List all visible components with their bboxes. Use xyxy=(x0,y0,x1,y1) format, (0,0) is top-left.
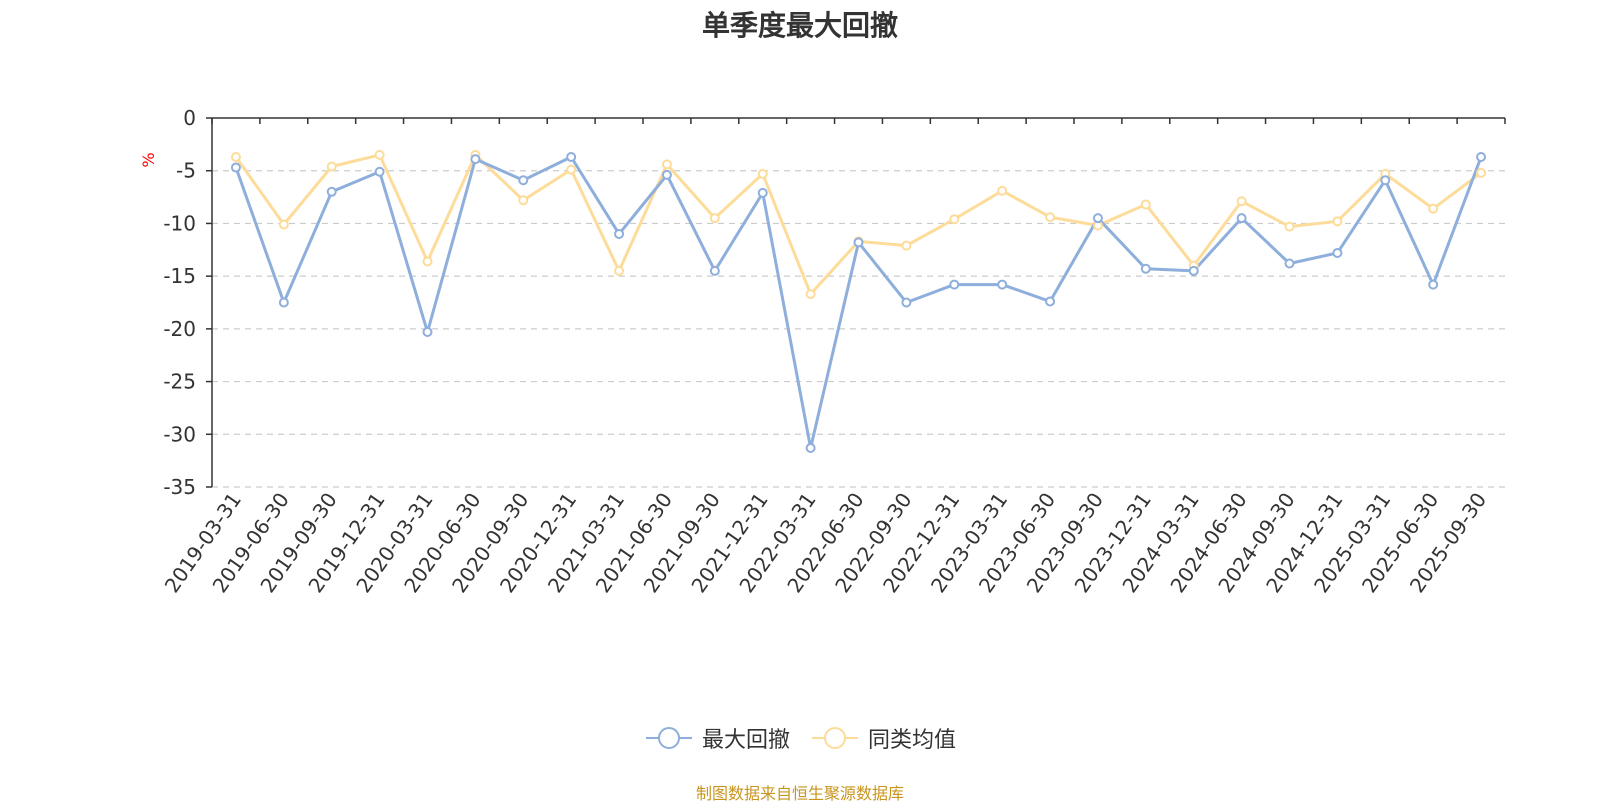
data-point xyxy=(661,159,672,170)
legend-item[interactable]: 最大回撤 xyxy=(644,722,790,754)
y-tick-label: -5 xyxy=(176,159,196,183)
data-point xyxy=(1380,175,1391,186)
data-point xyxy=(518,195,529,206)
source-note: 制图数据来自恒生聚源数据库 xyxy=(695,784,904,803)
legend-circle xyxy=(824,727,846,749)
data-point xyxy=(949,279,960,290)
data-point xyxy=(997,279,1008,290)
data-point xyxy=(1188,265,1199,276)
data-point xyxy=(614,228,625,239)
data-point xyxy=(1045,212,1056,223)
series-line xyxy=(234,155,1483,450)
data-point xyxy=(805,289,816,300)
legend-label: 同类均值 xyxy=(868,728,957,753)
data-point xyxy=(566,164,577,175)
data-point xyxy=(1092,213,1103,224)
data-point xyxy=(757,187,768,198)
legend-item[interactable]: 同类均值 xyxy=(810,722,956,754)
grid-lines xyxy=(212,170,1505,488)
data-point xyxy=(230,162,241,173)
y-tick-label: -20 xyxy=(163,317,196,341)
data-point xyxy=(1332,247,1343,258)
legend-label: 最大回撤 xyxy=(701,728,790,753)
y-tick-label: -30 xyxy=(163,422,196,446)
data-point xyxy=(949,214,960,225)
data-point xyxy=(518,175,529,186)
data-point xyxy=(422,256,433,267)
data-point xyxy=(709,265,720,276)
data-point xyxy=(614,265,625,276)
data-point xyxy=(1332,216,1343,227)
data-point xyxy=(1140,199,1151,210)
y-tick-label: -25 xyxy=(163,370,196,394)
data-point xyxy=(566,152,577,163)
y-axis-label: % xyxy=(139,152,158,167)
data-point xyxy=(278,297,289,308)
data-point xyxy=(1284,221,1295,232)
data-point xyxy=(1476,152,1487,163)
y-tick-label: -15 xyxy=(163,264,196,288)
data-point xyxy=(326,186,337,197)
data-point xyxy=(1045,296,1056,307)
data-point xyxy=(1236,213,1247,224)
data-point xyxy=(422,327,433,338)
y-tick-label: -35 xyxy=(163,475,196,499)
series-lines xyxy=(230,149,1487,453)
data-point xyxy=(1428,203,1439,214)
data-point xyxy=(709,213,720,224)
chart-title: 单季度最大回撤 xyxy=(701,9,898,42)
data-point xyxy=(1236,196,1247,207)
data-point xyxy=(326,161,337,172)
y-tick-label: -10 xyxy=(163,211,196,235)
data-point xyxy=(661,169,672,180)
data-point xyxy=(853,237,864,248)
series-line xyxy=(234,153,1482,296)
y-tick-label: 0 xyxy=(183,106,196,130)
data-point xyxy=(805,442,816,453)
data-point xyxy=(1428,279,1439,290)
legend-marker-icon xyxy=(812,727,858,749)
data-point xyxy=(757,168,768,179)
data-point xyxy=(1140,263,1151,274)
data-point xyxy=(230,152,241,163)
data-point xyxy=(901,240,912,251)
data-point xyxy=(997,185,1008,196)
data-point xyxy=(1476,167,1487,178)
legend-marker-icon xyxy=(645,727,692,749)
data-point xyxy=(374,166,385,177)
data-point xyxy=(278,219,289,230)
data-point xyxy=(470,154,481,165)
data-point xyxy=(374,149,385,160)
legend-circle xyxy=(657,727,680,749)
data-point xyxy=(901,297,912,308)
data-point xyxy=(1284,258,1295,269)
legend: 最大回撤 同类均值 xyxy=(0,722,1600,754)
